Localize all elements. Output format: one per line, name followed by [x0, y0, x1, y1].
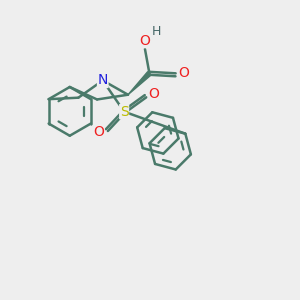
Text: N: N — [98, 74, 108, 88]
Text: O: O — [148, 87, 159, 101]
Text: O: O — [178, 66, 189, 80]
Text: O: O — [93, 125, 104, 140]
Text: S: S — [120, 105, 128, 119]
Polygon shape — [128, 72, 151, 95]
Text: O: O — [140, 34, 150, 48]
Text: H: H — [152, 25, 161, 38]
